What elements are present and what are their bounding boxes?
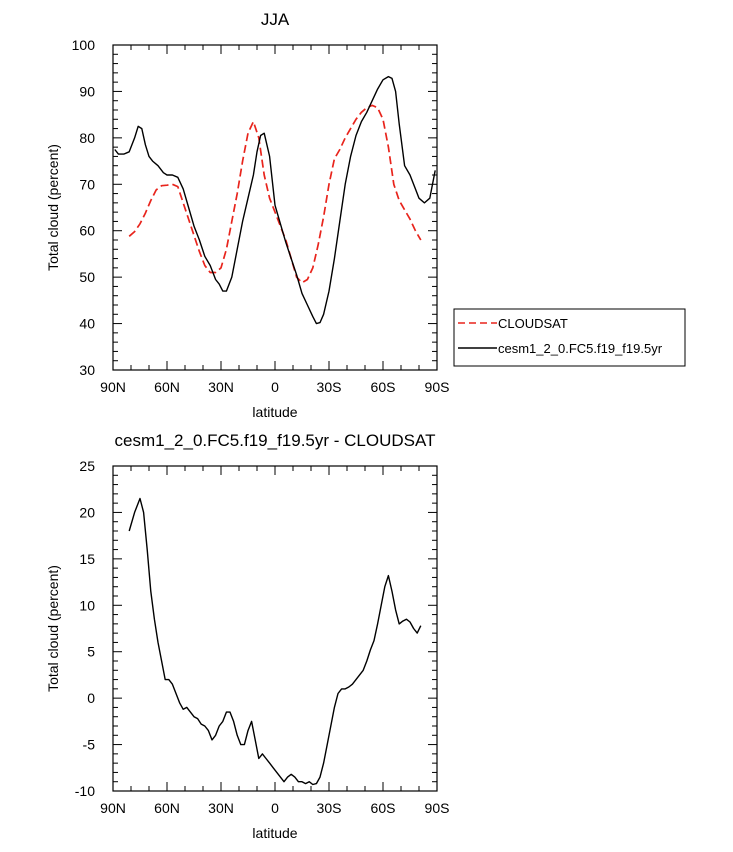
y-tick-label: 50 <box>79 269 95 285</box>
chart-title-difference: cesm1_2_0.FC5.f19_f19.5yr - CLOUDSAT <box>115 431 436 450</box>
y-tick-label: 90 <box>79 83 95 99</box>
plot-area: 90N 60N 30N 0 30S 60S 90S -10 -5 0 5 10 15 20 25 <box>75 458 450 816</box>
series-line-cloudsat <box>128 104 422 284</box>
series-line-difference <box>128 497 422 786</box>
x-tick-label: 60N <box>154 379 180 395</box>
legend: CLOUDSAT cesm1_2_0.FC5.f19_f19.5yr <box>453 308 686 367</box>
y-tick-label: 30 <box>79 362 95 378</box>
x-tick-label: 0 <box>271 379 279 395</box>
x-tick-label: 30S <box>317 800 342 816</box>
x-axis-label: latitude <box>252 404 297 420</box>
y-tick-label: 70 <box>79 176 95 192</box>
x-tick-label: 90N <box>100 800 126 816</box>
y-tick-label: 40 <box>79 316 95 332</box>
y-tick-label: 15 <box>79 551 95 567</box>
x-tick-label: 30N <box>208 379 234 395</box>
plot-frame <box>112 465 438 792</box>
y-tick-label: 5 <box>87 644 95 660</box>
x-tick-label: 60N <box>154 800 180 816</box>
plot-area: 90N 60N 30N 0 30S 60S 90S 30 40 50 60 70 80 90 100 <box>72 37 450 395</box>
series-line-cesm1-2-0-fc5-f19-f19-5yr <box>114 75 436 325</box>
y-tick-label: -5 <box>83 737 96 753</box>
x-tick-label: 60S <box>371 800 396 816</box>
legend-box <box>453 308 686 367</box>
legend-label-cesm: cesm1_2_0.FC5.f19_f19.5yr <box>498 341 663 356</box>
y-tick-label: 20 <box>79 504 95 520</box>
x-axis-label: latitude <box>252 825 297 841</box>
x-tick-label: 90S <box>425 379 450 395</box>
bottom-chart-panel: cesm1_2_0.FC5.f19_f19.5yr - CLOUDSAT Tot… <box>45 431 449 841</box>
y-tick-label: 100 <box>72 37 96 53</box>
chart-title-jja: JJA <box>261 10 290 29</box>
x-tick-label: 0 <box>271 800 279 816</box>
y-tick-label: -10 <box>75 783 95 799</box>
y-tick-label: 60 <box>79 223 95 239</box>
y-axis-label: Total cloud (percent) <box>45 565 61 692</box>
top-chart-panel: JJA Total cloud (percent) latitude 90N 60… <box>45 10 449 420</box>
x-tick-label: 60S <box>371 379 396 395</box>
x-tick-label: 30S <box>317 379 342 395</box>
y-tick-label: 80 <box>79 130 95 146</box>
y-tick-label: 25 <box>79 458 95 474</box>
x-tick-label: 90N <box>100 379 126 395</box>
y-tick-label: 10 <box>79 597 95 613</box>
legend-label-cloudsat: CLOUDSAT <box>498 316 568 331</box>
y-axis-label: Total cloud (percent) <box>45 144 61 271</box>
x-tick-label: 90S <box>425 800 450 816</box>
x-tick-label: 30N <box>208 800 234 816</box>
y-tick-label: 0 <box>87 690 95 706</box>
